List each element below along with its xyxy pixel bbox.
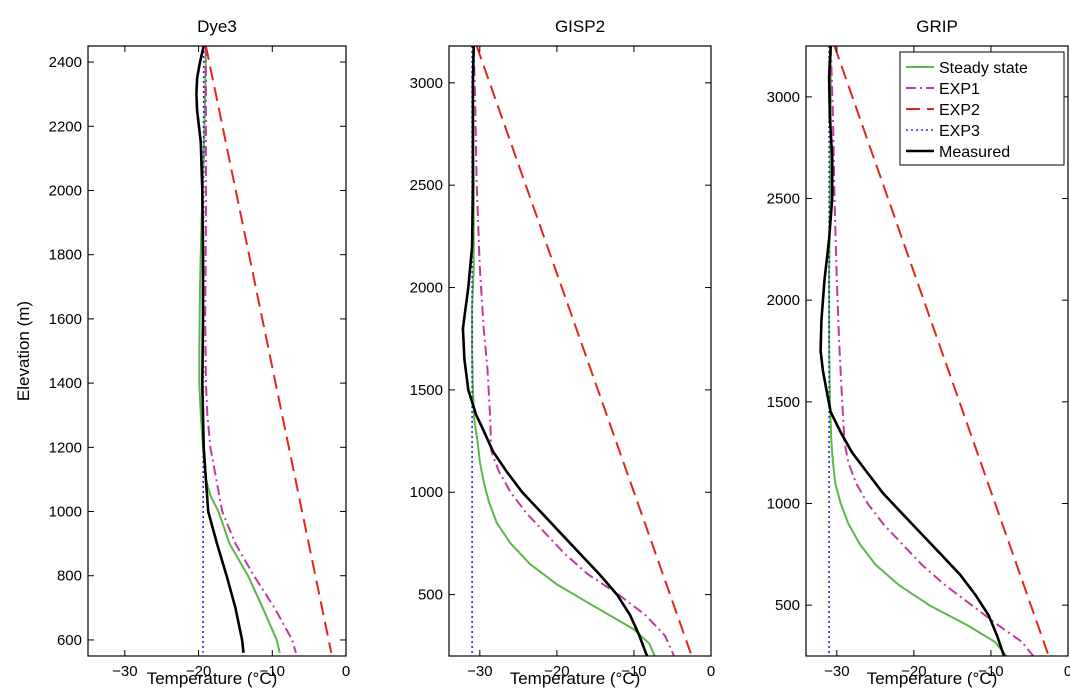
panel-title: Dye3 (197, 17, 237, 36)
series-line-exp1 (829, 46, 1035, 656)
x-tick-label: −30 (467, 663, 492, 680)
series-line-steady-state (471, 46, 656, 656)
y-tick-label: 2200 (49, 118, 82, 135)
legend-label: EXP3 (939, 123, 980, 140)
y-tick-label: 1500 (410, 382, 443, 399)
axes-box (805, 45, 1069, 657)
series-line-exp3 (202, 46, 205, 653)
series-line-measured (819, 46, 1006, 656)
legend-label: EXP1 (939, 81, 980, 98)
x-tick-label: 0 (342, 663, 350, 680)
series-line-steady-state (198, 46, 281, 654)
x-tick-label: −20 (186, 663, 211, 680)
axes-box (87, 45, 347, 657)
y-tick-label: 1000 (49, 504, 82, 521)
y-tick-label: 1500 (767, 394, 800, 411)
y-tick-label: 800 (57, 568, 82, 585)
y-tick-label: 1000 (767, 496, 800, 513)
x-tick-label: −30 (112, 663, 137, 680)
y-tick-label: 2000 (767, 292, 800, 309)
series-line-exp2 (204, 46, 333, 654)
x-axis-label: Temperature (°C) (867, 669, 998, 688)
series-line-measured (195, 46, 245, 653)
panel-dye3: −30 −20 −10 0 600 800 1000 1200 1400 1600 1800 2000… (14, 17, 350, 688)
y-tick-label: 1600 (49, 311, 82, 328)
x-tick-label: 0 (1064, 663, 1070, 680)
x-tick-label: −10 (621, 663, 646, 680)
y-tick-label: 500 (775, 597, 800, 614)
series-line-measured (461, 46, 649, 656)
series-line-exp1 (472, 46, 675, 656)
y-tick-label: 2000 (49, 182, 82, 199)
legend-label: Measured (939, 144, 1010, 161)
y-tick-label: 3000 (767, 89, 800, 106)
legend: Steady state EXP1 EXP2 EXP3 Measured (899, 51, 1065, 166)
y-tick-label: 1000 (410, 484, 443, 501)
y-axis-label: Elevation (m) (14, 301, 33, 401)
legend-label: EXP2 (939, 102, 980, 119)
panel-gisp2: −30 −20 −10 0 500 1000 1500 2000 2500 3000 GISP2 Te… (410, 17, 716, 688)
legend-label: Steady state (939, 60, 1028, 77)
y-tick-label: 2000 (410, 280, 443, 297)
y-tick-label: 600 (57, 632, 82, 649)
y-tick-label: 1200 (49, 439, 82, 456)
y-tick-label: 3000 (410, 75, 443, 92)
y-tick-label: 1400 (49, 375, 82, 392)
y-tick-label: 2500 (767, 191, 800, 208)
panel-grip: −30 −20 −10 0 500 1000 1500 2000 2500 3000 GRIP Tem… (767, 17, 1070, 688)
series-line-exp1 (204, 46, 297, 654)
series-group (819, 46, 1050, 656)
axes-box (448, 45, 712, 657)
series-line-exp2 (833, 46, 1050, 656)
series-group (461, 46, 693, 656)
x-tick-label: −10 (260, 663, 285, 680)
y-tick-label: 1800 (49, 247, 82, 264)
y-tick-label: 500 (418, 587, 443, 604)
x-axis-label: Temperature (°C) (147, 669, 278, 688)
x-tick-label: 0 (707, 663, 715, 680)
x-tick-label: −20 (901, 663, 926, 680)
y-tick-label: 2400 (49, 54, 82, 71)
y-tick-label: 2500 (410, 177, 443, 194)
series-group (195, 46, 333, 654)
series-line-exp2 (475, 46, 693, 656)
x-tick-label: −30 (824, 663, 849, 680)
panel-title: GISP2 (555, 17, 605, 36)
x-tick-label: −10 (978, 663, 1003, 680)
x-tick-label: −20 (544, 663, 569, 680)
panel-title: GRIP (916, 17, 958, 36)
x-axis-label: Temperature (°C) (510, 669, 641, 688)
